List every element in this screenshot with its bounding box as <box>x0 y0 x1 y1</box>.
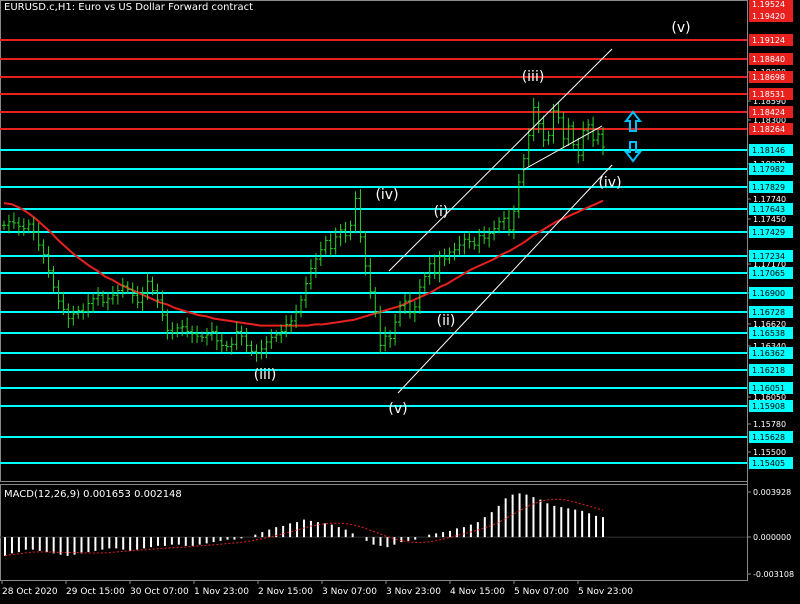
support-label: 1.17643 <box>752 205 785 214</box>
resistance-label-box <box>749 0 793 10</box>
support-label: 1.17234 <box>752 252 785 261</box>
resistance-label-box <box>749 106 793 118</box>
symbol-label: EURUSD.c <box>4 2 55 13</box>
support-label: 1.17982 <box>752 165 785 174</box>
price-tick-label: 1.16620 <box>753 320 786 329</box>
support-label-box <box>749 267 793 279</box>
wave-label-v-top: (v) <box>671 20 690 36</box>
support-label-box <box>749 347 793 359</box>
support-label: 1.18146 <box>752 146 785 155</box>
price-tick-label: 1.18300 <box>753 116 786 125</box>
resistance-label-box <box>749 88 793 100</box>
wave-label-iii-low: (iii) <box>254 367 277 383</box>
chart-title: EURUSD.c,H1: Euro vs US Dollar Forward c… <box>4 2 253 13</box>
support-label-box <box>749 226 793 238</box>
support-label: 1.17829 <box>752 183 785 192</box>
support-label-box <box>749 382 793 394</box>
support-label-box <box>749 327 793 339</box>
resistance-label: 1.18531 <box>752 90 785 99</box>
channel-mid-line[interactable] <box>522 125 603 171</box>
price-tick-label: 1.17740 <box>753 195 786 204</box>
price-tick-label: 1.16340 <box>753 342 786 351</box>
macd-signal-line <box>4 498 604 557</box>
support-label: 1.15908 <box>752 402 785 411</box>
wave-label-i: (i) <box>434 204 449 220</box>
price-tick-label: 1.16050 <box>753 393 786 402</box>
support-label: 1.16728 <box>752 308 785 317</box>
resistance-label-box <box>749 71 793 83</box>
resistance-label-box <box>749 10 793 22</box>
time-tick-label: 2 Nov 15:00 <box>258 587 313 597</box>
macd-title: MACD(12,26,9) 0.001653 0.002148 <box>4 489 182 500</box>
main-panel-frame <box>0 0 748 482</box>
support-label: 1.16051 <box>752 384 785 393</box>
macd-signal-value: 0.002148 <box>134 489 182 500</box>
support-label-box <box>749 364 793 376</box>
macd-tick-label: 0.003928 <box>753 488 791 497</box>
support-label: 1.16218 <box>752 366 785 375</box>
support-label-box <box>749 181 793 193</box>
price-tick-label: 1.15780 <box>753 420 786 429</box>
macd-main-value: 0.001653 <box>83 489 131 500</box>
support-label-box <box>749 400 793 412</box>
wave-label-ii: (ii) <box>437 313 456 329</box>
price-tick-label: 1.15500 <box>753 448 786 457</box>
price-tick-label: 1.17450 <box>753 215 786 224</box>
support-label-box <box>749 457 793 469</box>
time-tick-label: 30 Oct 07:00 <box>130 587 189 597</box>
support-label-box <box>749 250 793 262</box>
support-label: 1.15628 <box>752 433 785 442</box>
macd-params: 12,26,9 <box>37 489 77 500</box>
time-tick-label: 5 Nov 23:00 <box>578 587 633 597</box>
time-tick-label: 1 Nov 23:00 <box>194 587 249 597</box>
resistance-label: 1.19420 <box>752 12 785 21</box>
price-tick-label: 1.17170 <box>753 260 786 269</box>
support-label-box <box>749 287 793 299</box>
time-tick-label: 3 Nov 23:00 <box>386 587 441 597</box>
time-tick-label: 3 Nov 07:00 <box>322 587 377 597</box>
wave-label-iv-left: (iv) <box>375 187 398 203</box>
wave-label-iv-right: (iv) <box>598 175 621 191</box>
support-label: 1.16362 <box>752 349 785 358</box>
resistance-label-box <box>749 53 793 65</box>
resistance-label: 1.19124 <box>752 36 785 45</box>
macd-tick-label: 0.000000 <box>753 533 791 542</box>
time-tick-label: 5 Nov 07:00 <box>514 587 569 597</box>
support-label: 1.17429 <box>752 228 785 237</box>
resistance-label-box <box>749 123 793 135</box>
timeframe-label: H1 <box>57 2 72 13</box>
support-label: 1.16900 <box>752 289 785 298</box>
moving-average-line <box>3 199 604 327</box>
wave-label-v-low: (v) <box>388 401 407 417</box>
instrument-description: Euro vs US Dollar Forward contract <box>78 2 253 13</box>
macd-name: MACD <box>4 489 34 500</box>
wave-label-iii-top: (iii) <box>522 69 545 85</box>
resistance-label: 1.18264 <box>752 125 785 134</box>
support-label-box <box>749 431 793 443</box>
time-tick-label: 28 Oct 2020 <box>2 587 58 597</box>
resistance-label: 1.18698 <box>752 73 785 82</box>
resistance-label-box <box>749 34 793 46</box>
price-tick-label: 1.18590 <box>753 97 786 106</box>
support-label-box <box>749 163 793 175</box>
time-tick-label: 4 Nov 15:00 <box>450 587 505 597</box>
support-label: 1.15405 <box>752 459 785 468</box>
time-tick-label: 29 Oct 15:00 <box>66 587 125 597</box>
channel-lower-line[interactable] <box>397 164 613 394</box>
channel-upper-line[interactable] <box>388 48 613 272</box>
support-label: 1.17065 <box>752 269 785 278</box>
support-label-box <box>749 144 793 156</box>
resistance-label: 1.18424 <box>752 108 785 117</box>
resistance-label: 1.18840 <box>752 55 785 64</box>
resistance-label: 1.19524 <box>752 0 785 9</box>
macd-tick-label: -0.003108 <box>753 570 794 579</box>
support-label: 1.16538 <box>752 329 785 338</box>
arrow-up-icon[interactable] <box>623 110 643 132</box>
support-label-box <box>749 203 793 215</box>
arrow-down-icon[interactable] <box>623 141 643 163</box>
support-label-box <box>749 306 793 318</box>
